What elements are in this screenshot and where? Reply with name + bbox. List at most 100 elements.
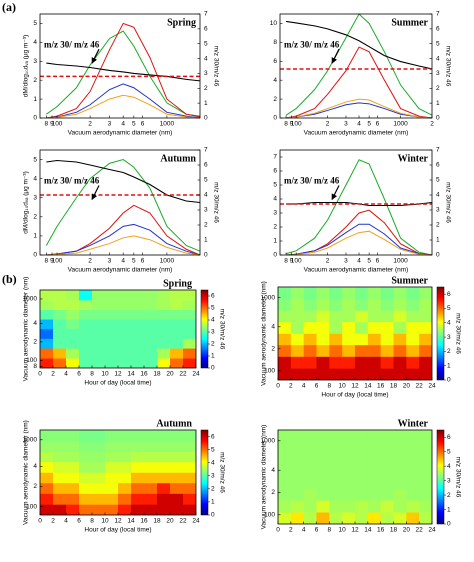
heatmap-cell [157, 430, 171, 442]
heatmap-cell [316, 476, 330, 489]
heatmap-cell [278, 488, 292, 501]
y-tick-label: 3 [204, 207, 208, 214]
y-tick-label: 4 [271, 324, 275, 331]
heatmap-cell [131, 493, 145, 505]
x-tick-label: 8 [45, 258, 49, 265]
y-tick-label: 5 [33, 20, 37, 27]
heatmap-cell [66, 309, 80, 320]
y-axis-label: m/z 30/m/z 46 [212, 46, 219, 87]
heatmap-cell [118, 504, 132, 515]
heatmap-cell [329, 310, 343, 323]
x-tick-label: 16 [377, 383, 385, 390]
heatmap-cell [278, 333, 292, 346]
heatmap-cell [131, 504, 145, 515]
y-tick-label: 1 [204, 237, 208, 244]
heatmap-cell [303, 453, 317, 466]
heatmap-cell [419, 430, 432, 443]
heatmap-cell [380, 512, 394, 524]
heatmap-cell [355, 310, 369, 323]
heatmap-cell [290, 321, 304, 334]
heatmap-cell [157, 309, 171, 320]
heatmap-cell [419, 476, 432, 489]
heatmap-cell [419, 500, 432, 513]
heatmap-cell [92, 461, 106, 473]
heatmap-cell [393, 356, 407, 369]
series-line [46, 94, 201, 119]
heatmap-cell [342, 356, 356, 369]
heatmap-cell [316, 321, 330, 334]
heatmap-cell [183, 430, 196, 442]
x-tick-label: 24 [192, 371, 200, 378]
x-tick-label: 18 [390, 527, 398, 534]
heatmap-cell [290, 488, 304, 501]
heatmap-cell [79, 472, 93, 484]
heatmap-cell [92, 348, 106, 359]
annotation-arrow [91, 185, 100, 201]
heatmap-cell [170, 328, 184, 339]
y-tick-label: 1000 [261, 438, 276, 445]
heatmap-cell [380, 299, 394, 311]
heatmap-cell [53, 461, 67, 473]
heatmap-cell [183, 440, 196, 452]
heatmap-cell [393, 287, 407, 300]
x-tick-label: 5 [132, 121, 136, 128]
x-axis-label: Hour of day (local time) [84, 380, 151, 387]
heatmap-cell [118, 482, 132, 494]
heatmap-cell [92, 338, 106, 349]
heatmap-cell [66, 338, 80, 349]
x-tick-label: 6 [77, 518, 81, 525]
heatmap-cell [342, 287, 356, 300]
heatmap-cell [329, 500, 343, 513]
y-axis-label: Vacuum aerodynamic diameter (nm) [261, 281, 268, 386]
heatmap-cell [316, 287, 330, 300]
series-line [285, 159, 433, 256]
y-tick-label: 100 [264, 511, 275, 518]
heatmap-cell [419, 453, 432, 466]
heatmap-cell [355, 430, 369, 443]
heatmap-cell [393, 476, 407, 489]
heatmap-cell [303, 512, 317, 524]
heatmap-cell [393, 512, 407, 524]
x-tick-label: 12 [114, 371, 122, 378]
y-tick-label: 1 [204, 100, 208, 107]
y-tick-label: 0 [273, 115, 277, 122]
heatmap-cell [342, 476, 356, 489]
series-line [285, 46, 433, 119]
heatmap-cell [92, 430, 106, 442]
x-tick-label: 2 [289, 383, 293, 390]
heatmap-cell [393, 453, 407, 466]
heatmap-cell [183, 504, 196, 515]
heatmap-cell [40, 319, 54, 330]
heatmap-cell [183, 319, 196, 330]
colorbar-tick-label: 0 [447, 521, 451, 528]
heatmap-cell [131, 290, 145, 301]
heatmap-cell [183, 461, 196, 473]
heatmap-cell [144, 328, 158, 339]
heatmap-cell [118, 309, 132, 320]
x-tick-label: 6 [77, 371, 81, 378]
colorbar-tick-label: 3 [211, 329, 215, 336]
x-tick-label: 4 [121, 258, 125, 265]
heatmap-cell [367, 430, 381, 443]
heatmap-cell [131, 451, 145, 463]
x-tick-label: 8 [328, 527, 332, 534]
heatmap-cell [290, 512, 304, 524]
x-tick-label: 24 [428, 383, 436, 390]
colorbar-tick-label: 1 [447, 362, 451, 369]
y-tick-label: 2 [271, 489, 275, 496]
heatmap-cell [419, 356, 432, 369]
y-tick-label: 1000 [261, 294, 276, 301]
x-tick-label: 20 [403, 527, 411, 534]
heatmap-cell [183, 451, 196, 463]
chart-title: Winter [398, 418, 429, 429]
y-tick-label: 1 [33, 233, 37, 240]
heatmap-cell [355, 476, 369, 489]
x-tick-label: 0 [38, 371, 42, 378]
x-tick-label: 20 [166, 518, 174, 525]
heatmap-cell [393, 368, 407, 380]
heatmap-cell [393, 333, 407, 346]
colorbar-tick-label: 2 [447, 492, 451, 499]
heatmap-cell [144, 309, 158, 320]
y-tick-label: 0 [204, 252, 208, 259]
heatmap-cell [144, 472, 158, 484]
